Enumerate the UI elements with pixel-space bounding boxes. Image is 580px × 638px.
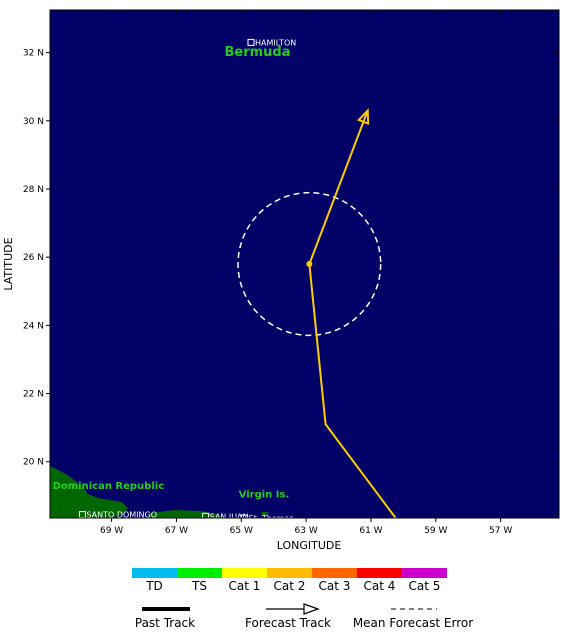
category-label: TS: [191, 579, 207, 593]
land-puerto-rico: [150, 510, 225, 518]
category-swatch: [357, 568, 402, 578]
forecast-track-legend-label: Forecast Track: [245, 616, 331, 630]
lon-tick-label: 65 W: [230, 526, 253, 536]
category-swatch: [267, 568, 312, 578]
past-track-legend-label: Past Track: [135, 616, 195, 630]
mean-forecast-error-circle: [237, 191, 382, 337]
current-position-marker: [306, 261, 313, 267]
category-label: TD: [145, 579, 163, 593]
lat-tick-label: 20 N: [23, 458, 44, 468]
category-swatch: [402, 568, 447, 578]
place-label: SANTO DOMINGO: [86, 511, 157, 520]
lon-tick-label: 59 W: [424, 526, 447, 536]
longitude-ticks: 69 W 67 W 65 W 63 W 61 W 59 W 57 W: [100, 10, 512, 536]
category-swatch: [222, 568, 267, 578]
category-swatch: [132, 568, 177, 578]
category-swatch: [312, 568, 357, 578]
category-label: Cat 5: [409, 579, 441, 593]
lon-tick-label: 69 W: [100, 526, 123, 536]
lon-tick-label: 63 W: [295, 526, 318, 536]
error-legend-label: Mean Forecast Error: [353, 616, 473, 630]
track-legend: Past Track Forecast Track Mean Forecast …: [135, 603, 473, 630]
place-label: SAN JUAN: [210, 512, 249, 521]
y-axis-title: LATITUDE: [2, 237, 15, 290]
forecast-track-line: [308, 110, 397, 518]
lon-tick-label: 67 W: [165, 526, 188, 536]
x-axis-title: LONGITUDE: [277, 539, 342, 552]
map-border: [49, 9, 560, 519]
place-marker: [241, 514, 249, 518]
category-swatch: [177, 568, 222, 578]
place-label: HAMILTON: [255, 38, 296, 47]
place-marker: [247, 38, 255, 46]
category-label: Cat 4: [364, 579, 396, 593]
region-labels: Bermuda Dominican Republic Virgin Is.: [53, 45, 291, 501]
region-label: Virgin Is.: [239, 490, 290, 501]
land-virgin-islands: [262, 512, 268, 515]
forecast-track-legend-arrow: [303, 603, 320, 615]
place-label: St. Thomas: [249, 514, 294, 523]
region-label: Bermuda: [224, 45, 290, 60]
land-hispaniola: [50, 466, 128, 518]
lat-tick-label: 22 N: [23, 390, 44, 400]
category-label: Cat 2: [274, 579, 306, 593]
lat-tick-label: 32 N: [23, 49, 44, 59]
ocean-background: [50, 10, 559, 518]
lat-tick-label: 24 N: [23, 321, 44, 331]
lat-tick-label: 30 N: [23, 117, 44, 127]
place-marker: [202, 512, 210, 518]
lat-tick-label: 28 N: [23, 185, 44, 195]
forecast-track-arrowhead: [357, 108, 370, 126]
latitude-ticks: 32 N 30 N 28 N 26 N 24 N 22 N 20 N: [23, 49, 559, 468]
category-label: Cat 3: [319, 579, 351, 593]
lon-tick-label: 57 W: [489, 526, 512, 536]
lat-tick-label: 26 N: [23, 253, 44, 263]
lon-tick-label: 61 W: [359, 526, 382, 536]
region-label: Dominican Republic: [53, 481, 165, 492]
place-markers: HAMILTON SANTO DOMINGO SAN JUAN St. Thomas: [78, 38, 296, 523]
category-label: Cat 1: [229, 579, 261, 593]
category-legend: TD TS Cat 1 Cat 2 Cat 3 Cat 4 Cat 5: [132, 568, 447, 593]
